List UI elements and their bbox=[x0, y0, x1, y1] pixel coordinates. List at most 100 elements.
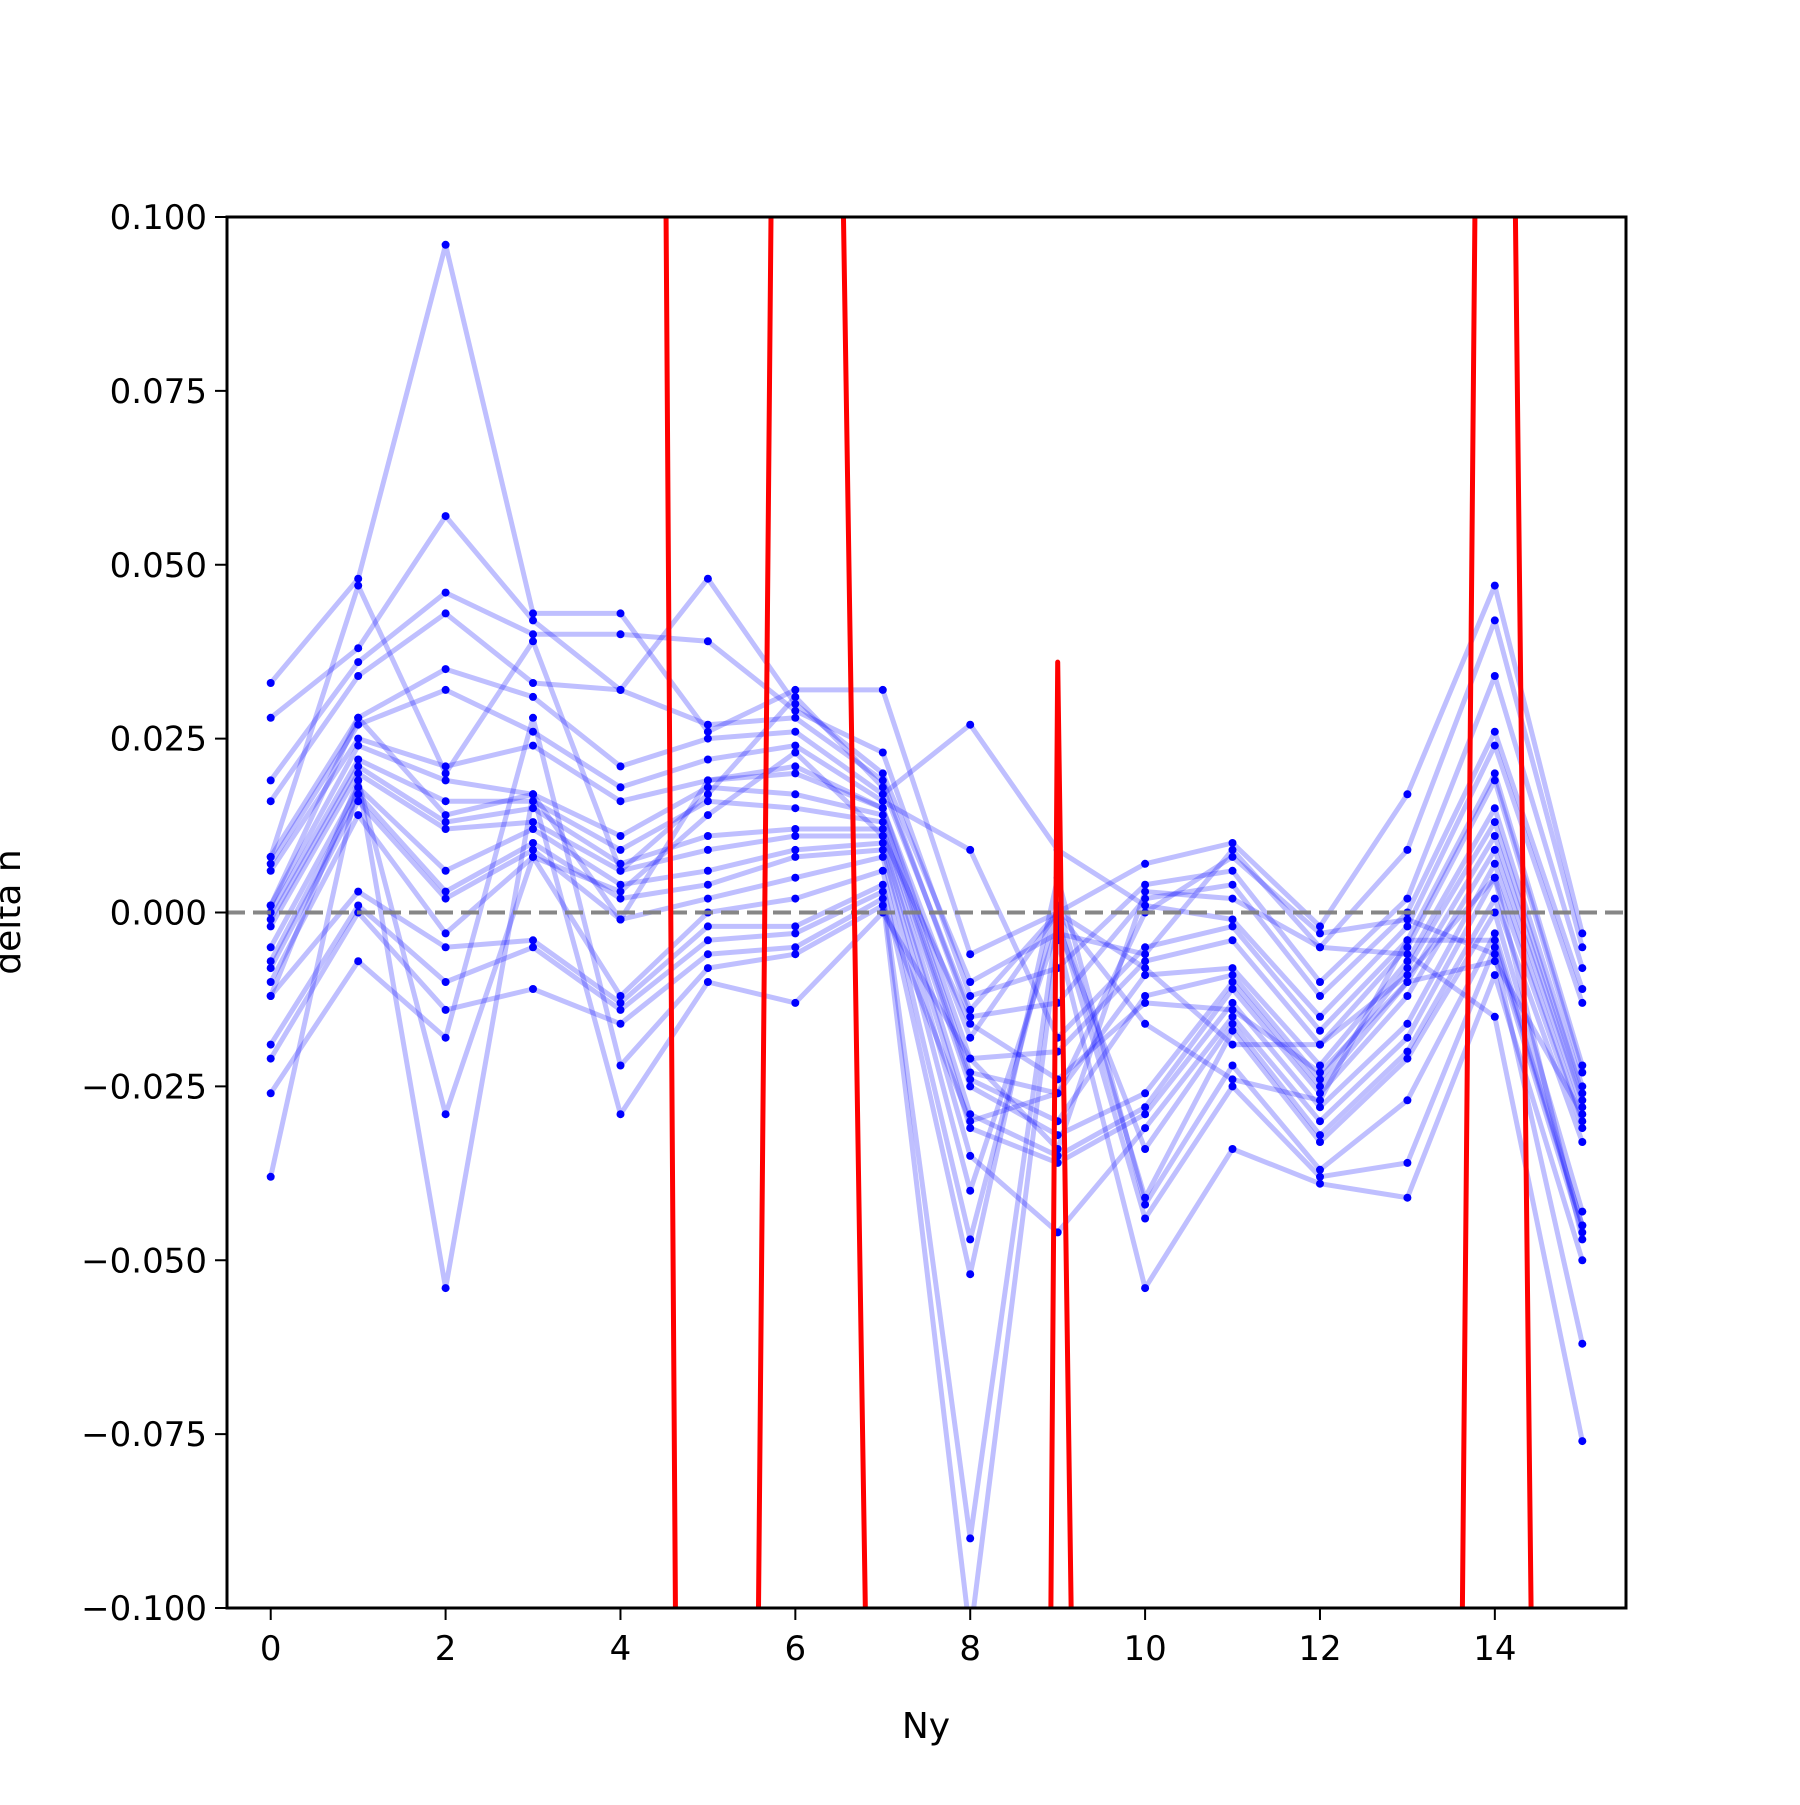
data-point bbox=[266, 776, 275, 785]
data-point bbox=[1316, 1089, 1324, 1098]
data-point bbox=[1228, 1005, 1237, 1014]
data-point bbox=[1316, 922, 1324, 931]
data-point bbox=[791, 692, 800, 701]
data-point bbox=[791, 706, 800, 715]
data-point bbox=[1141, 1284, 1150, 1293]
series-line-22 bbox=[268, 750, 1585, 1117]
data-point bbox=[1403, 978, 1412, 986]
data-point bbox=[791, 825, 800, 833]
data-point bbox=[791, 699, 800, 708]
data-point bbox=[1578, 985, 1587, 993]
series-line-17 bbox=[268, 889, 1585, 1541]
data-point bbox=[354, 776, 363, 785]
data-point bbox=[966, 1534, 975, 1543]
data-point bbox=[966, 1124, 975, 1133]
data-point bbox=[616, 859, 625, 868]
data-point bbox=[1228, 978, 1237, 986]
data-point bbox=[1141, 1110, 1150, 1119]
data-point bbox=[1316, 1061, 1324, 1070]
data-point bbox=[529, 609, 537, 618]
data-point bbox=[266, 1054, 275, 1063]
data-point bbox=[266, 859, 275, 868]
data-point bbox=[616, 1061, 625, 1070]
data-point bbox=[529, 818, 537, 827]
data-point bbox=[703, 978, 712, 986]
y-tick-label: 0.100 bbox=[110, 198, 207, 238]
data-point bbox=[616, 887, 625, 896]
data-point bbox=[616, 894, 625, 903]
data-point bbox=[1403, 964, 1412, 973]
data-point bbox=[266, 1172, 275, 1181]
data-point bbox=[354, 797, 363, 806]
data-point bbox=[966, 1019, 975, 1028]
data-point bbox=[1228, 964, 1237, 973]
data-point bbox=[791, 922, 800, 931]
data-point bbox=[354, 672, 363, 680]
data-point bbox=[878, 804, 887, 813]
data-point bbox=[266, 957, 275, 966]
data-point bbox=[1316, 1179, 1324, 1188]
x-axis-label: Ny bbox=[902, 1706, 950, 1747]
x-tick-label: 10 bbox=[1123, 1629, 1166, 1669]
data-point bbox=[1578, 1096, 1587, 1105]
data-point bbox=[1403, 915, 1412, 924]
data-point bbox=[703, 880, 712, 889]
data-point bbox=[966, 1075, 975, 1084]
data-point bbox=[266, 1040, 275, 1049]
data-point bbox=[1141, 901, 1150, 910]
data-point bbox=[1403, 790, 1412, 799]
data-point bbox=[703, 894, 712, 903]
data-point bbox=[791, 790, 800, 799]
y-tick-label: −0.100 bbox=[81, 1589, 207, 1629]
data-point bbox=[1490, 769, 1499, 778]
data-point bbox=[966, 1054, 975, 1063]
data-point bbox=[1228, 936, 1237, 945]
data-point bbox=[1403, 1096, 1412, 1105]
series-line-2 bbox=[269, 513, 1585, 985]
data-point bbox=[1141, 1103, 1150, 1112]
data-point bbox=[441, 978, 450, 986]
data-point bbox=[1141, 1089, 1150, 1098]
y-tick-label: 0.025 bbox=[110, 720, 207, 760]
series-line-11 bbox=[268, 770, 1585, 1159]
data-point bbox=[1141, 957, 1150, 966]
data-point bbox=[791, 852, 800, 861]
data-point bbox=[529, 825, 537, 833]
data-point bbox=[441, 769, 450, 778]
data-point bbox=[1228, 894, 1237, 903]
data-point bbox=[1578, 1082, 1587, 1091]
data-point bbox=[966, 992, 975, 1000]
series-line-1 bbox=[268, 242, 1585, 957]
data-point bbox=[616, 845, 625, 854]
data-point bbox=[529, 845, 537, 854]
data-point bbox=[616, 783, 625, 792]
data-point bbox=[1578, 1061, 1587, 1070]
data-point bbox=[878, 776, 887, 785]
data-point bbox=[529, 804, 537, 813]
data-point bbox=[1141, 1124, 1150, 1133]
data-point bbox=[1578, 998, 1587, 1007]
data-point bbox=[1578, 1437, 1587, 1446]
data-point bbox=[966, 1270, 975, 1279]
data-point bbox=[703, 727, 712, 736]
data-point bbox=[703, 797, 712, 806]
data-point bbox=[266, 679, 275, 687]
data-point bbox=[1403, 936, 1412, 945]
data-point bbox=[878, 887, 887, 896]
series-line-7 bbox=[268, 736, 1585, 1074]
data-point bbox=[1316, 1172, 1324, 1181]
data-point bbox=[529, 936, 537, 945]
data-point bbox=[616, 992, 625, 1000]
data-point bbox=[354, 901, 363, 910]
data-point bbox=[354, 741, 363, 750]
data-point bbox=[1316, 1096, 1324, 1105]
data-point bbox=[966, 1012, 975, 1021]
data-point bbox=[1490, 859, 1499, 868]
series-line-14 bbox=[268, 798, 1585, 1194]
data-point bbox=[1578, 1138, 1587, 1146]
data-point bbox=[966, 1151, 975, 1160]
data-point bbox=[703, 574, 712, 583]
data-point bbox=[266, 964, 275, 973]
data-point bbox=[791, 845, 800, 854]
